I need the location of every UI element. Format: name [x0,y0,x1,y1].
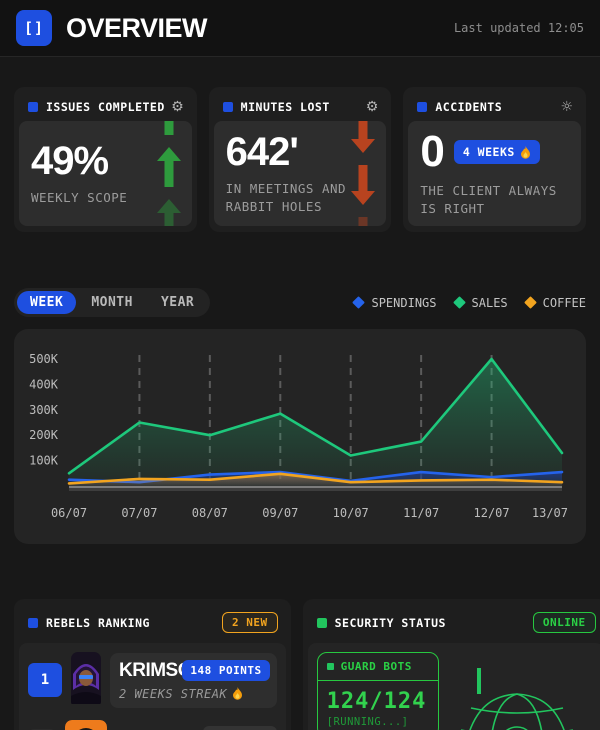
app-header: [] OVERVIEW Last updated 12:05 [0,0,600,57]
security-panel: GUARD BOTS 124/124 [RUNNING...] [307,643,600,730]
stat-card-accidents: ACCIDENTS ☼ 0 4 WEEKS THE CLIENT ALWAYS … [403,87,587,232]
svg-text:08/07: 08/07 [192,506,228,520]
stat-card-minutes-lost: MINUTES LOST ⚙ 642' IN MEETINGS AND RABB… [208,87,392,232]
svg-text:09/07: 09/07 [262,506,298,520]
svg-text:10/07: 10/07 [333,506,369,520]
svg-text:07/07: 07/07 [121,506,157,520]
svg-text:11/07: 11/07 [403,506,439,520]
tab-week[interactable]: WEEK [17,291,77,314]
ranking-list: 1 KRIMSON @KRIMSON 148 POINTS 2 WEEKS ST… [19,643,286,730]
avatar [65,720,107,730]
tab-month[interactable]: MONTH [91,295,133,310]
stat-label: ISSUES COMPLETED [46,100,165,114]
last-updated-text: Last updated 12:05 [453,21,584,35]
svg-text:100K: 100K [29,454,59,468]
diamond-icon [523,296,537,309]
card-bullet-icon [222,102,233,112]
stats-row: ISSUES COMPLETED ⚙ 49% WEEKLY SCOPE MINU… [0,87,600,232]
trend-up-arrows-icon [156,121,182,226]
stat-card-issues-completed: ISSUES COMPLETED ⚙ 49% WEEKLY SCOPE [14,87,197,232]
guard-bots-label: GUARD BOTS [340,660,412,673]
stat-label: ACCIDENTS [435,100,503,114]
legend-item-sales: SALES [452,296,508,310]
chart-section: 100K 200K 300K 400K 500K 06/07 07/07 08/07 09/07… [0,329,600,544]
green-square-icon [326,663,334,670]
guard-bots-count: 124/124 [326,689,427,714]
stat-value: 0 [420,127,445,176]
points-badge: 129 POINTS [202,726,277,730]
chart-controls: WEEK MONTH YEAR SPENDINGS SALES COFFEE [0,288,600,317]
list-item[interactable]: 2 MATI @MATI 129 POINTS [28,720,277,730]
stat-value: 49% [31,138,109,183]
card-bullet-icon [316,617,327,628]
svg-text:06/07: 06/07 [51,506,87,520]
card-bullet-icon [28,102,38,112]
guard-bots-box: GUARD BOTS 124/124 [RUNNING...] [316,652,439,730]
flame-icon [520,145,530,159]
flame-icon [233,687,243,700]
security-status-card: SECURITY STATUS ONLINE GUARD BOTS 124/12… [302,599,600,730]
legend-item-spendings: SPENDINGS [352,296,437,310]
diamond-icon [452,296,466,309]
rank-info-panel: KRIMSON @KRIMSON 148 POINTS 2 WEEKS STRE… [110,652,277,708]
logo-glyph: [] [23,19,45,37]
svg-text:12/07: 12/07 [474,506,510,520]
avatar [71,652,101,708]
app-logo-icon: [] [16,10,52,46]
stat-label: MINUTES LOST [240,100,330,114]
area-chart: 100K 200K 300K 400K 500K 06/07 07/07 08/07 09/07… [14,329,586,544]
list-item[interactable]: 1 KRIMSON @KRIMSON 148 POINTS 2 WEEKS ST… [28,652,277,708]
bottom-row: REBELS RANKING 2 NEW 1 KRIMSON @KRIMSON … [0,599,600,730]
chart-canvas: 100K 200K 300K 400K 500K 06/07 07/07 08/07 09/07… [29,352,568,520]
sun-gear-icon[interactable]: ☼ [560,99,574,115]
card-title: REBELS RANKING [46,615,150,630]
card-bullet-icon [28,617,38,628]
period-tab-group: WEEK MONTH YEAR [14,288,211,317]
rank-number: 1 [28,663,62,697]
svg-text:500K: 500K [29,352,59,366]
trend-down-arrows-icon [350,121,376,226]
svg-text:300K: 300K [29,403,59,417]
streak-text: 2 WEEKS STREAK [119,686,228,701]
stat-subtitle: IN MEETINGS AND RABBIT HOLES [225,181,347,214]
rank-info-panel: MATI @MATI 129 POINTS [116,722,277,730]
tab-year[interactable]: YEAR [160,295,195,310]
stat-value: 642' [225,130,299,174]
svg-text:400K: 400K [29,377,59,391]
gear-icon[interactable]: ⚙ [171,99,184,115]
guard-bot-wireframe-icon [439,666,595,730]
svg-text:200K: 200K [29,428,59,442]
stat-subtitle: THE CLIENT ALWAYS IS RIGHT [420,183,557,216]
svg-text:13/07: 13/07 [532,506,568,520]
guard-bots-status: [RUNNING...] [326,716,409,728]
stat-subtitle: WEEKLY SCOPE [31,189,128,205]
gear-icon[interactable]: ⚙ [365,99,379,115]
rebels-ranking-card: REBELS RANKING 2 NEW 1 KRIMSON @KRIMSON … [14,599,291,730]
card-title: SECURITY STATUS [334,615,446,630]
diamond-icon [352,296,366,309]
online-badge: ONLINE [532,612,596,633]
legend-item-coffee: COFFEE [523,296,586,310]
page-title: OVERVIEW [66,12,208,43]
points-badge: 148 POINTS [182,659,270,681]
weeks-streak-badge: 4 WEEKS [453,140,540,164]
card-bullet-icon [417,102,428,112]
new-count-badge: 2 NEW [222,612,278,633]
chart-legend: SPENDINGS SALES COFFEE [352,296,586,310]
